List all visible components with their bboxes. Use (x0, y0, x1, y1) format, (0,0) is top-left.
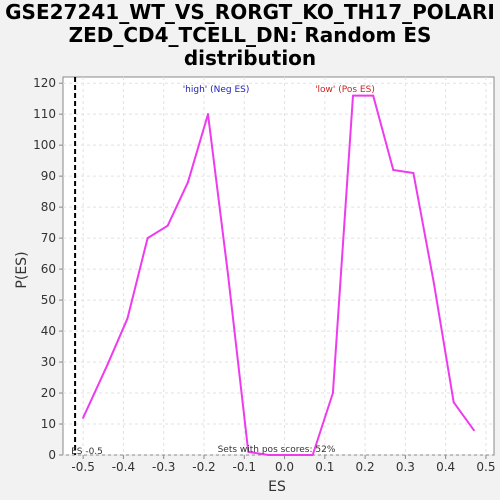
y-axis-label: P(ES) (14, 251, 30, 288)
y-tick-label: 20 (41, 386, 56, 400)
grid (63, 77, 494, 456)
chart-title-line-3: distribution (183, 46, 317, 70)
y-tick-label: 90 (41, 169, 56, 183)
data-point (352, 94, 355, 97)
y-tick-label: 0 (48, 448, 56, 462)
y-axis-ticks: 0 10 20 30 40 50 60 70 80 90 100 110 120 (33, 76, 63, 462)
x-tick-label: -0.5 (71, 460, 94, 474)
data-point (146, 237, 149, 240)
y-tick-label: 10 (41, 417, 56, 431)
pos-scores-label: Sets with pos scores: 52% (218, 445, 336, 455)
y-tick-label: 70 (41, 231, 56, 245)
data-point (412, 172, 415, 175)
x-tick-label: 0.0 (275, 460, 294, 474)
data-point (82, 416, 85, 419)
data-point (372, 94, 375, 97)
x-tick-label: -0.1 (233, 460, 256, 474)
y-tick-label: 120 (33, 76, 56, 90)
data-point (227, 274, 230, 277)
y-tick-label: 110 (33, 107, 56, 121)
annotations: ES -0.5 'high' (Neg ES) 'low' (Pos ES) Sets… (71, 77, 375, 457)
y-tick-label: 100 (33, 138, 56, 152)
chart-title: GSE27241_WT_VS_RORGT_KO_TH17_POLARI ZED_… (0, 1, 500, 70)
chart-title-line-1: GSE27241_WT_VS_RORGT_KO_TH17_POLARI (5, 0, 495, 24)
x-tick-label: 0.3 (396, 460, 415, 474)
data-point (166, 224, 169, 227)
data-point (207, 113, 210, 116)
es-marker-label: ES -0.5 (71, 447, 103, 457)
data-point (106, 364, 109, 367)
x-tick-label: 0.2 (356, 460, 375, 474)
y-tick-label: 60 (41, 262, 56, 276)
x-axis-label: ES (268, 479, 286, 495)
x-tick-label: 0.1 (315, 460, 334, 474)
data-point (472, 429, 475, 432)
x-tick-label: 0.5 (476, 460, 495, 474)
plot-area (62, 76, 495, 456)
data-point (311, 454, 314, 456)
data-point (331, 392, 334, 395)
y-tick-label: 30 (41, 355, 56, 369)
x-tick-label: 0.4 (436, 460, 455, 474)
data-point (392, 168, 395, 171)
data-point (452, 401, 455, 404)
y-tick-label: 40 (41, 324, 56, 338)
y-tick-label: 50 (41, 293, 56, 307)
chart-title-line-2: ZED_CD4_TCELL_DN: Random ES (68, 23, 432, 47)
series-line (82, 94, 475, 456)
series-group (82, 94, 475, 456)
data-point (267, 454, 270, 456)
y-tick-label: 80 (41, 200, 56, 214)
data-point (432, 280, 435, 283)
data-point (186, 181, 189, 184)
x-tick-label: -0.3 (152, 460, 175, 474)
x-tick-label: -0.2 (192, 460, 215, 474)
neg-es-label: 'high' (Neg ES) (183, 85, 250, 95)
data-point (247, 450, 250, 453)
x-tick-label: -0.4 (112, 460, 135, 474)
pos-es-label: 'low' (Pos ES) (315, 85, 375, 95)
data-point (126, 317, 129, 320)
data-point (291, 454, 294, 456)
plot-background (62, 76, 495, 456)
x-axis-ticks: -0.5 -0.4 -0.3 -0.2 -0.1 0.0 0.1 0.2 0.3 0.4 0.5 (71, 455, 495, 474)
